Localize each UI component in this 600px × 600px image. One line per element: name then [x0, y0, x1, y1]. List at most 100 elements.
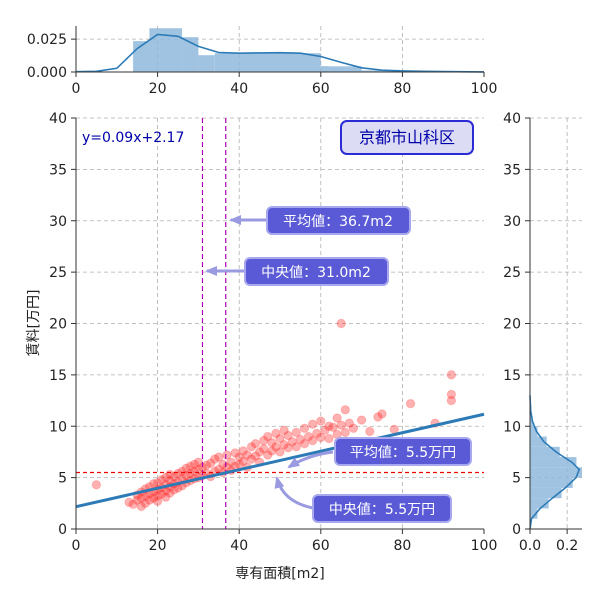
- reference-lines: [75, 118, 485, 529]
- top-x-tick-label: 80: [393, 81, 411, 97]
- data-point: [336, 420, 346, 430]
- data-point: [226, 457, 236, 467]
- data-point: [373, 412, 383, 422]
- top-histogram-bar: [198, 55, 215, 72]
- data-point: [446, 389, 457, 400]
- data-point: [377, 409, 387, 419]
- right-y-tick-label: 25: [503, 265, 521, 281]
- data-point: [132, 495, 142, 505]
- data-point: [299, 439, 310, 449]
- data-point: [307, 419, 318, 429]
- data-point: [324, 421, 334, 431]
- data-point: [185, 461, 195, 472]
- data-point: [303, 431, 314, 442]
- top-tick-labels: 0 20 40 60 80 100 0.000 0.025: [27, 32, 497, 97]
- data-point: [267, 437, 277, 448]
- data-point: [218, 459, 228, 469]
- data-point: [156, 489, 167, 499]
- data-point: [250, 451, 261, 461]
- data-point: [356, 415, 367, 425]
- data-point: [169, 471, 179, 482]
- right-y-tick-label: 5: [512, 471, 521, 487]
- median-rent-box: [312, 494, 452, 523]
- y-tick-label: 0: [58, 522, 67, 538]
- data-point: [348, 423, 359, 434]
- regression-line: [75, 412, 485, 509]
- data-point: [185, 468, 195, 479]
- data-point: [140, 498, 151, 509]
- data-point: [340, 427, 350, 438]
- y-tick-label: 35: [49, 162, 67, 178]
- data-point: [279, 425, 289, 436]
- mean-area-label: 平均値：36.7m2: [283, 214, 393, 230]
- data-point: [246, 454, 257, 464]
- right-y-tick-label: 30: [503, 214, 521, 230]
- right-histogram-bar: [530, 457, 577, 468]
- data-point: [250, 439, 261, 449]
- x-tick-label: 80: [393, 538, 411, 554]
- right-axes: [525, 117, 582, 534]
- data-point: [271, 428, 281, 439]
- data-point: [189, 466, 200, 477]
- data-point: [275, 447, 285, 457]
- data-point: [275, 433, 285, 444]
- data-point: [222, 450, 232, 460]
- data-point: [299, 423, 310, 434]
- data-point: [214, 452, 224, 462]
- data-point: [283, 443, 293, 453]
- data-point: [91, 480, 102, 490]
- top-histogram-bar: [182, 37, 199, 72]
- data-point: [258, 444, 269, 454]
- right-histogram-bar: [530, 498, 549, 509]
- data-point: [263, 450, 273, 460]
- data-point: [287, 436, 297, 447]
- data-point: [230, 448, 240, 458]
- y-tick-label: 30: [49, 214, 67, 230]
- right-y-tick-label: 15: [503, 368, 521, 384]
- data-point: [181, 463, 191, 474]
- data-point: [152, 496, 163, 506]
- data-point: [295, 434, 306, 445]
- x-tick-label: 20: [149, 538, 167, 554]
- y-axis-label: 賃料[万円]: [26, 290, 42, 357]
- right-y-tick-label: 10: [503, 419, 521, 435]
- data-point: [152, 491, 163, 501]
- y-tick-label: 15: [49, 368, 67, 384]
- data-point: [263, 431, 273, 442]
- right-histogram-bar: [530, 508, 538, 519]
- main-tick-labels: 0 20 40 60 80 100 0 5 10 15 20 25 30 35 40: [49, 111, 497, 554]
- data-point: [279, 440, 289, 450]
- data-point: [405, 398, 416, 409]
- y-tick-label: 40: [49, 111, 67, 127]
- data-point: [316, 416, 326, 426]
- y-tick-label: 5: [58, 471, 67, 487]
- data-point: [389, 424, 399, 435]
- top-y-tick-label: 0.025: [27, 32, 67, 48]
- data-point: [238, 446, 248, 456]
- data-point: [144, 495, 155, 505]
- chart-title: 京都市山科区: [359, 128, 455, 147]
- top-x-tick-label: 0: [72, 81, 81, 97]
- right-histogram-bar: [530, 487, 562, 499]
- top-x-tick-label: 40: [230, 81, 248, 97]
- data-point: [332, 413, 342, 423]
- top-kde-curve: [75, 33, 485, 73]
- data-point: [328, 422, 338, 432]
- top-histogram-area: 0 20 40 60 80 100 0.000 0.025: [27, 26, 497, 97]
- data-point: [271, 442, 281, 452]
- data-point: [258, 435, 269, 446]
- right-x-tick-label: 0.0: [519, 538, 541, 554]
- y-tick-label: 25: [49, 265, 67, 281]
- mean-rent-box: [334, 437, 472, 466]
- right-tick-labels: 0 5 10 15 20 25 30 35 40 0.0 0.2: [503, 111, 578, 554]
- main-grid: [76, 117, 484, 529]
- mean-area-box: [266, 206, 411, 235]
- data-point: [320, 425, 330, 436]
- right-histogram-bar: [530, 436, 547, 447]
- right-histogram-bars: [530, 405, 582, 519]
- top-x-tick-label: 20: [149, 81, 167, 97]
- right-y-tick-label: 35: [503, 162, 521, 178]
- right-x-tick-label: 0.2: [556, 538, 578, 554]
- median-rent-arrow: [274, 476, 314, 510]
- median-rent-label: 中央値：5.5万円: [329, 502, 435, 518]
